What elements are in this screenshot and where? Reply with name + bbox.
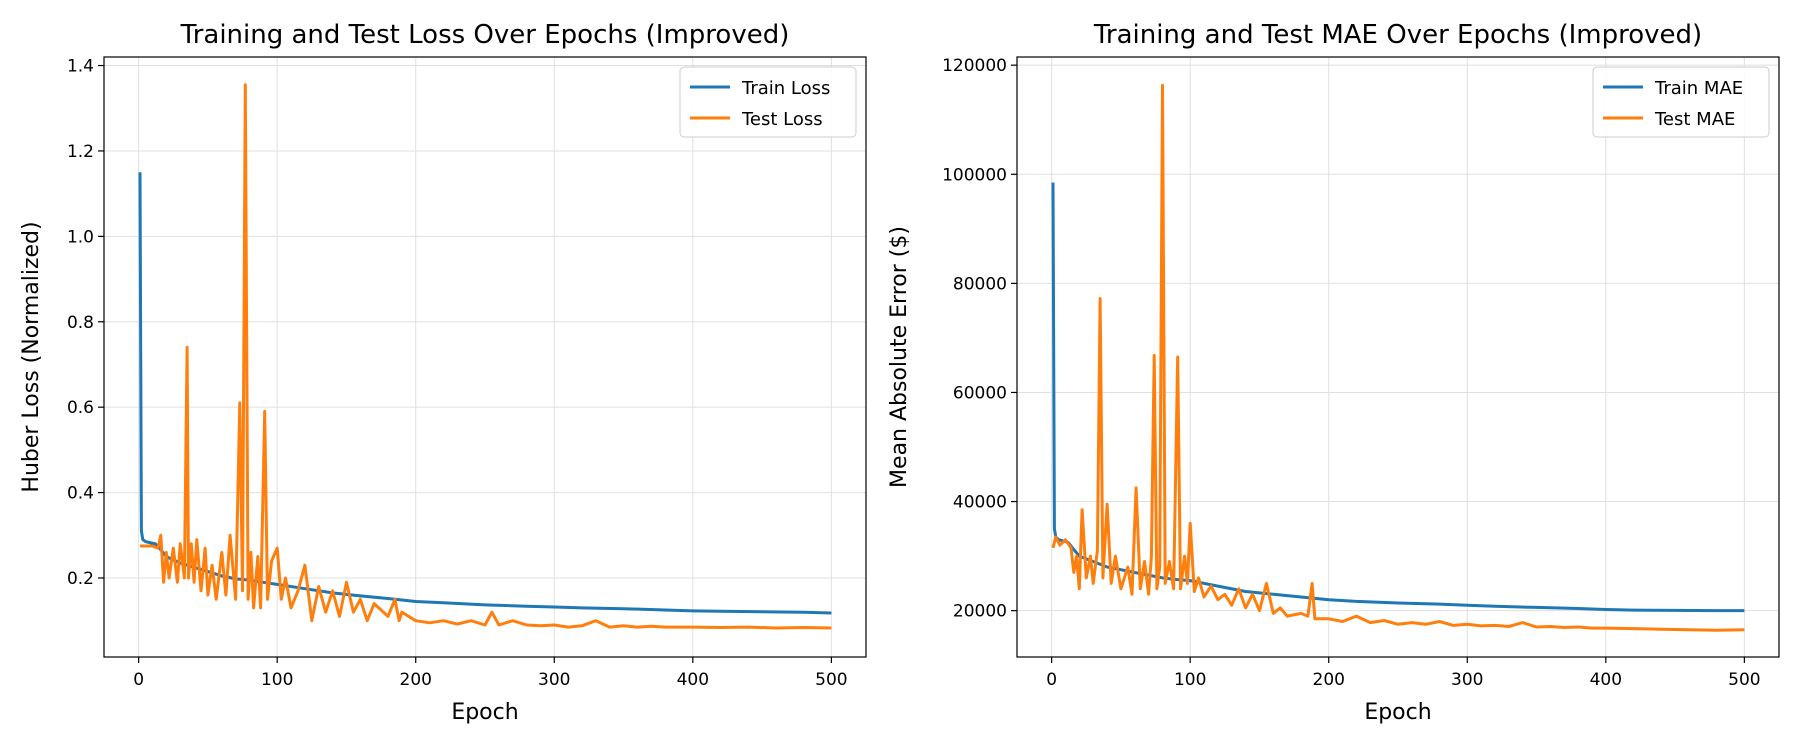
loss-chart-title: Training and Test Loss Over Epochs (Impr… <box>180 20 790 50</box>
loss-grid <box>104 57 866 657</box>
mae-series-line-test <box>1051 83 1745 632</box>
loss-ticks: 0 100 200 300 400 500 0.2 0.4 0.6 0.8 1.0 1.2 1.4 <box>67 57 848 690</box>
loss-chart: 0 100 200 300 400 500 0.2 0.4 0.6 0.8 1.0 1.2 1.4 Tr… <box>19 20 867 725</box>
mae-y-tick-label-3: 80000 <box>953 274 1007 294</box>
mae-legend: Train MAE Test MAE <box>1592 66 1770 138</box>
mae-x-tick-label-4: 400 <box>1590 670 1622 690</box>
loss-legend: Train Loss Test Loss <box>679 66 857 138</box>
mae-x-axis-label: Epoch <box>1364 700 1431 725</box>
loss-y-tick-label-4: 1.0 <box>67 227 94 247</box>
mae-plot-frame <box>1016 56 1780 658</box>
mae-x-tick-label-2: 200 <box>1313 670 1345 690</box>
loss-series-line-test <box>140 83 832 630</box>
loss-x-tick-label-0: 0 <box>133 670 144 690</box>
loss-series-line-train <box>138 172 832 615</box>
mae-ticks: 0 100 200 300 400 500 20000 40000 60000 80000 1000… <box>942 56 1760 690</box>
mae-y-tick-label-5: 120000 <box>942 56 1007 76</box>
mae-chart-title: Training and Test MAE Over Epochs (Impro… <box>1093 20 1702 50</box>
mae-chart: 0 100 200 300 400 500 20000 40000 60000 80000 1000… <box>887 20 1780 725</box>
mae-y-axis-label: Mean Absolute Error ($) <box>887 226 912 488</box>
mae-x-tick-label-5: 500 <box>1728 670 1760 690</box>
loss-series <box>138 83 832 630</box>
loss-y-tick-label-1: 0.4 <box>67 484 94 504</box>
mae-y-tick-label-1: 40000 <box>953 493 1007 513</box>
mae-x-tick-label-0: 0 <box>1046 670 1057 690</box>
loss-x-axis-label: Epoch <box>451 700 518 725</box>
loss-y-tick-label-6: 1.4 <box>67 57 94 77</box>
loss-y-tick-label-3: 0.8 <box>67 313 94 333</box>
mae-series <box>1051 83 1745 632</box>
mae-y-tick-label-0: 20000 <box>953 602 1007 622</box>
loss-x-tick-label-2: 200 <box>400 670 432 690</box>
loss-x-tick-label-3: 300 <box>538 670 570 690</box>
mae-x-tick-label-1: 100 <box>1174 670 1206 690</box>
loss-y-tick-label-2: 0.6 <box>67 398 94 418</box>
mae-legend-label-1: Test MAE <box>1654 109 1735 130</box>
loss-legend-label-0: Train Loss <box>741 78 830 99</box>
loss-x-tick-label-1: 100 <box>261 670 293 690</box>
mae-y-tick-label-4: 100000 <box>942 165 1007 185</box>
loss-plot-frame <box>103 56 867 658</box>
mae-legend-label-0: Train MAE <box>1654 78 1743 99</box>
loss-x-tick-label-5: 500 <box>815 670 847 690</box>
loss-legend-label-1: Test Loss <box>741 109 823 130</box>
loss-x-tick-label-4: 400 <box>677 670 709 690</box>
loss-y-tick-label-5: 1.2 <box>67 142 94 162</box>
mae-y-tick-label-2: 60000 <box>953 383 1007 403</box>
mae-x-tick-label-3: 300 <box>1451 670 1483 690</box>
loss-y-axis-label: Huber Loss (Normalized) <box>19 221 44 492</box>
loss-y-tick-label-0: 0.2 <box>67 569 94 589</box>
